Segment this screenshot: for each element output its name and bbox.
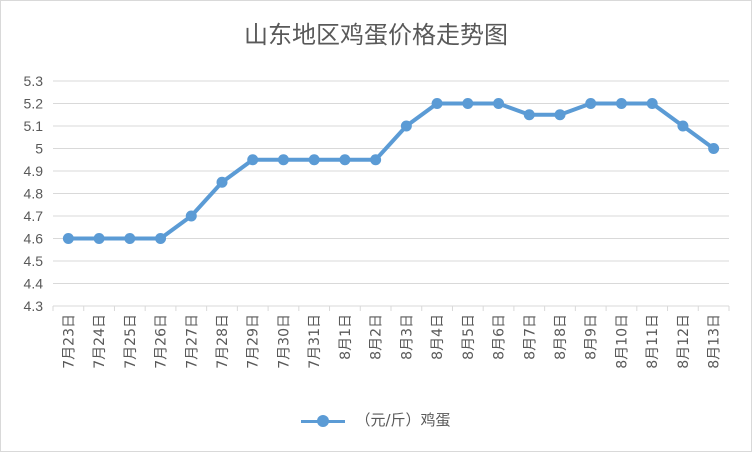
x-tick-label: 8月12日 bbox=[676, 314, 692, 369]
x-tick-label: 7月31日 bbox=[307, 314, 323, 369]
x-tick-label: 7月25日 bbox=[123, 314, 139, 369]
y-tick-label: 5.2 bbox=[24, 96, 44, 112]
data-point bbox=[93, 233, 105, 244]
x-tick-label: 8月5日 bbox=[461, 314, 477, 360]
y-tick-label: 4.6 bbox=[24, 231, 44, 247]
x-tick-label: 7月28日 bbox=[215, 314, 231, 369]
y-tick-label: 4.8 bbox=[24, 186, 44, 202]
x-tick-label: 8月13日 bbox=[707, 314, 723, 369]
chart-title: 山东地区鸡蛋价格走势图 bbox=[244, 21, 508, 49]
data-point bbox=[615, 98, 627, 109]
data-points bbox=[62, 98, 720, 244]
x-tick-label: 8月4日 bbox=[430, 314, 446, 360]
data-point bbox=[708, 143, 720, 154]
data-point bbox=[431, 98, 443, 109]
data-point bbox=[370, 154, 382, 166]
x-tick-label: 7月26日 bbox=[154, 314, 170, 369]
data-point bbox=[462, 98, 474, 109]
data-point bbox=[247, 154, 259, 166]
series-line bbox=[68, 101, 715, 241]
data-point bbox=[124, 233, 136, 244]
x-axis-ticks: 7月23日 7月24日 7月25日 7月26日 7月27日 7月28日 7月29日 7月30日… bbox=[61, 314, 722, 369]
y-tick-label: 4.5 bbox=[24, 253, 44, 269]
x-tick-label: 8月10日 bbox=[614, 314, 630, 369]
x-tick-label: 8月6日 bbox=[492, 314, 508, 360]
data-point bbox=[677, 120, 689, 132]
y-tick-label: 4.3 bbox=[24, 298, 44, 314]
data-point bbox=[216, 176, 228, 188]
data-point bbox=[400, 120, 412, 132]
data-point bbox=[62, 233, 74, 244]
x-tick-label: 8月9日 bbox=[584, 314, 600, 360]
y-tick-label: 5.3 bbox=[24, 73, 44, 89]
x-tick-label: 7月24日 bbox=[92, 314, 108, 369]
y-tick-label: 5 bbox=[35, 141, 43, 157]
data-point bbox=[646, 98, 658, 109]
data-point bbox=[339, 154, 351, 166]
data-point bbox=[308, 154, 320, 166]
y-tick-label: 4.4 bbox=[24, 276, 44, 292]
x-tick-label: 7月27日 bbox=[184, 314, 200, 369]
x-tick-label: 8月2日 bbox=[369, 314, 385, 360]
data-point bbox=[277, 154, 289, 166]
x-tick-label: 8月8日 bbox=[553, 314, 569, 360]
legend-marker bbox=[301, 414, 346, 428]
x-tick-label: 8月11日 bbox=[645, 314, 661, 369]
x-tick-label: 7月23日 bbox=[61, 314, 77, 369]
data-point bbox=[585, 98, 597, 109]
data-point bbox=[493, 98, 505, 109]
legend: （元/斤）鸡蛋 bbox=[1, 409, 751, 430]
x-tick-label: 8月7日 bbox=[522, 314, 538, 360]
x-tick-label: 7月29日 bbox=[246, 314, 262, 369]
data-point bbox=[185, 210, 197, 222]
x-tick-label: 8月1日 bbox=[338, 314, 354, 360]
data-point bbox=[554, 109, 566, 121]
y-axis-ticks: 4.3 4.4 4.5 4.6 4.7 4.8 4.9 5 5.1 5.2 5.3 bbox=[24, 73, 44, 314]
y-tick-label: 5.1 bbox=[24, 118, 44, 134]
gridlines bbox=[52, 80, 730, 311]
y-tick-label: 4.9 bbox=[24, 163, 44, 179]
data-point bbox=[523, 109, 535, 121]
x-tick-label: 7月30日 bbox=[276, 314, 292, 369]
data-point bbox=[155, 233, 167, 244]
legend-label: （元/斤）鸡蛋 bbox=[355, 411, 451, 429]
x-tick-label: 8月3日 bbox=[399, 314, 415, 360]
y-tick-label: 4.7 bbox=[24, 208, 44, 224]
